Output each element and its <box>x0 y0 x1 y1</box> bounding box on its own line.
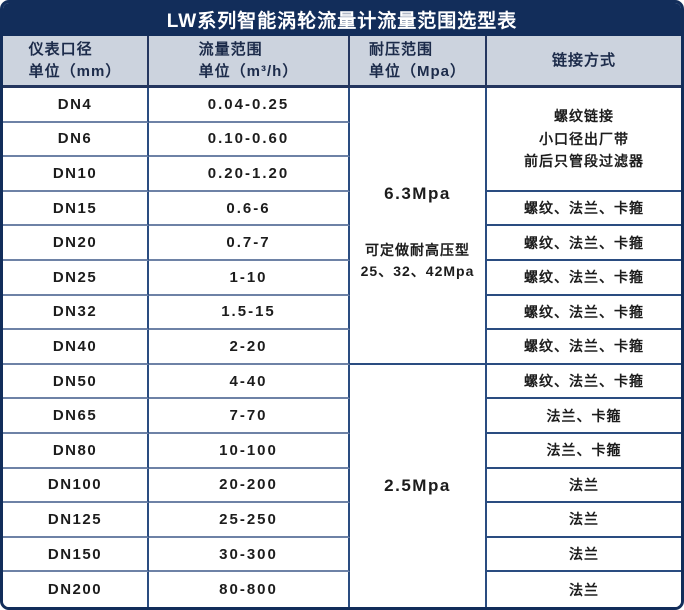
dn-cell: DN32 <box>3 295 149 331</box>
table-header-row: 仪表口径 单位（mm） 流量范围 单位（m³/h） 耐压范围 单位（Mpa） 链… <box>3 36 681 88</box>
header-pressure-line1: 耐压范围 <box>368 40 433 58</box>
flow-range-cell: 80-800 <box>149 572 350 607</box>
flow-range-cell: 2-20 <box>149 330 350 365</box>
dn-cell: DN6 <box>3 122 149 158</box>
header-cell-connection: 链接方式 <box>487 36 681 85</box>
header-cell-flow: 流量范围 单位（m³/h） <box>149 36 350 85</box>
dn-cell: DN65 <box>3 399 149 434</box>
pressure-cell-group1: 6.3Mpa 可定做耐高压型 25、32、42Mpa <box>350 88 487 365</box>
header-pressure-line2: 单位（Mpa） <box>368 62 466 80</box>
flow-range-cell: 7-70 <box>149 399 350 434</box>
flow-range-cell: 10-100 <box>149 433 350 469</box>
connection-cell: 法兰 <box>487 538 681 573</box>
flow-range-cell: 0.7-7 <box>149 226 350 261</box>
pressure-cell-group2: 2.5Mpa <box>350 364 487 607</box>
connection-cell: 法兰、卡箍 <box>487 399 681 434</box>
flow-range-cell: 0.10-0.60 <box>149 122 350 158</box>
flow-range-cell: 0.6-6 <box>149 191 350 227</box>
flow-range-cell: 0.20-1.20 <box>149 157 350 192</box>
connection-merged-line3: 前后只管段过滤器 <box>524 153 644 170</box>
dn-cell: DN50 <box>3 364 149 400</box>
connection-cell: 螺纹、法兰、卡箍 <box>487 192 681 227</box>
connection-merged-line2: 小口径出厂带 <box>539 130 629 147</box>
pressure-value: 2.5Mpa <box>384 475 451 495</box>
dn-cell: DN80 <box>3 433 149 469</box>
flow-range-cell: 1.5-15 <box>149 295 350 331</box>
connection-cell: 螺纹、法兰、卡箍 <box>487 365 681 400</box>
pressure-note: 可定做耐高压型 25、32、42Mpa <box>361 240 475 282</box>
connection-cell: 螺纹、法兰、卡箍 <box>487 330 681 365</box>
connection-cell: 螺纹、法兰、卡箍 <box>487 261 681 296</box>
dn-cell: DN125 <box>3 503 149 538</box>
table-body: DN4 DN6 DN10 DN15 DN20 DN25 DN32 DN40 DN… <box>3 88 681 607</box>
flow-range-cell: 20-200 <box>149 468 350 504</box>
dn-cell: DN100 <box>3 468 149 504</box>
page-title: LW系列智能涡轮流量计流量范围选型表 <box>166 11 518 32</box>
connection-cell: 法兰、卡箍 <box>487 434 681 469</box>
dn-cell: DN150 <box>3 537 149 573</box>
dn-cell: DN20 <box>3 226 149 261</box>
flow-range-cell: 30-300 <box>149 537 350 573</box>
connection-merged-cell: 螺纹链接 小口径出厂带 前后只管段过滤器 <box>487 88 681 192</box>
connection-cell: 螺纹、法兰、卡箍 <box>487 226 681 261</box>
header-connection-line1: 链接方式 <box>551 51 616 69</box>
connection-cell: 法兰 <box>487 503 681 538</box>
dn-cell: DN10 <box>3 157 149 192</box>
dn-cell: DN15 <box>3 191 149 227</box>
connection-merged-line1: 螺纹链接 <box>554 108 614 125</box>
pressure-value: 6.3Mpa <box>384 184 451 204</box>
flow-range-cell: 25-250 <box>149 503 350 538</box>
dn-cell: DN25 <box>3 260 149 296</box>
header-diameter-line2: 单位（mm） <box>28 62 122 80</box>
pressure-note-line2: 25、32、42Mpa <box>360 263 475 280</box>
header-cell-pressure: 耐压范围 单位（Mpa） <box>350 36 487 85</box>
dn-cell: DN40 <box>3 330 149 365</box>
dn-cell: DN4 <box>3 88 149 123</box>
flow-range-cell: 1-10 <box>149 260 350 296</box>
flow-range-cell: 0.04-0.25 <box>149 88 350 123</box>
title-bar: LW系列智能涡轮流量计流量范围选型表 <box>3 3 681 36</box>
header-flow-line1: 流量范围 <box>198 40 263 58</box>
connection-cell: 螺纹、法兰、卡箍 <box>487 296 681 331</box>
connection-cell: 法兰 <box>487 469 681 504</box>
dn-cell: DN200 <box>3 572 149 607</box>
pressure-note-line1: 可定做耐高压型 <box>365 242 470 259</box>
flow-range-cell: 4-40 <box>149 364 350 400</box>
header-diameter-line1: 仪表口径 <box>28 40 93 58</box>
connection-cell: 法兰 <box>569 581 599 598</box>
header-cell-diameter: 仪表口径 单位（mm） <box>3 36 149 85</box>
header-flow-line2: 单位（m³/h） <box>198 62 299 80</box>
